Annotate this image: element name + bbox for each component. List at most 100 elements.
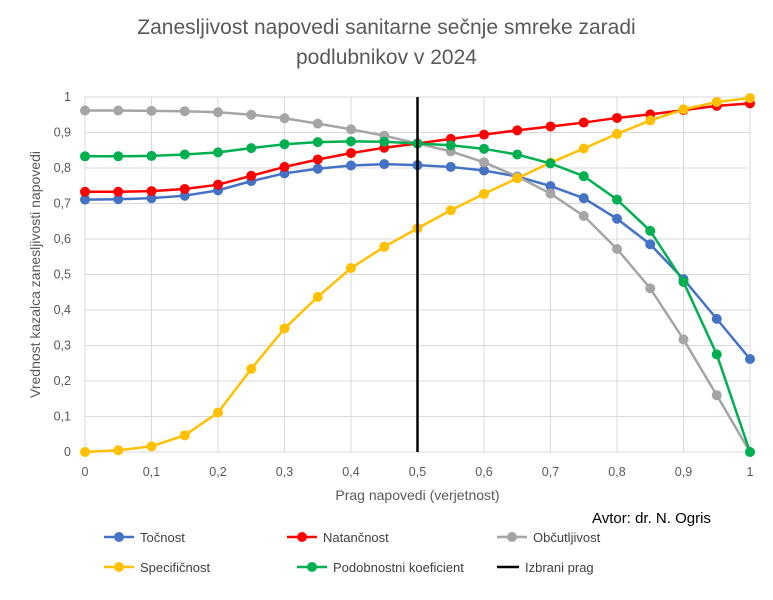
data-point: [578, 193, 589, 204]
data-point: [346, 124, 356, 135]
x-tick-label: 0,6: [475, 465, 492, 479]
data-point: [578, 171, 589, 182]
y-tick-label: 0,4: [54, 303, 71, 317]
data-point: [146, 150, 157, 161]
data-point: [479, 165, 489, 176]
data-point: [213, 107, 223, 118]
data-point: [146, 193, 157, 204]
data-point: [113, 186, 124, 197]
x-tick-label: 0,3: [276, 465, 293, 479]
legend-label: Specifičnost: [140, 559, 211, 575]
data-point: [346, 136, 356, 147]
data-point: [346, 148, 356, 159]
data-point: [645, 115, 656, 126]
legend-item: Natančnost: [287, 528, 389, 546]
data-point: [179, 106, 190, 117]
y-tick-label: 0,6: [54, 232, 71, 246]
data-point: [279, 161, 290, 172]
data-point: [113, 151, 124, 162]
data-point: [711, 349, 722, 360]
data-point: [146, 186, 157, 197]
author-note: Avtor: dr. N. Ogris: [592, 510, 711, 527]
x-tick-label: 0,1: [143, 465, 160, 479]
data-point: [578, 210, 589, 221]
data-point: [179, 149, 190, 160]
data-point: [512, 173, 523, 184]
data-point: [312, 163, 323, 174]
y-tick-label: 0,8: [54, 161, 71, 175]
y-tick-label: 0,9: [54, 126, 71, 140]
data-point: [213, 147, 223, 158]
data-point: [645, 239, 656, 250]
data-point: [80, 105, 90, 116]
data-point: [279, 113, 290, 124]
y-tick-label: 0,2: [54, 374, 71, 388]
legend-label: Podobnostni koeficient: [333, 559, 464, 575]
data-point: [213, 179, 223, 190]
legend-marker-icon: [497, 565, 519, 569]
data-point: [612, 194, 622, 205]
data-point: [312, 154, 323, 165]
data-point: [279, 323, 290, 334]
legend-item: Točnost: [104, 528, 185, 546]
data-point: [479, 157, 489, 168]
data-point: [113, 194, 124, 205]
data-point: [578, 143, 589, 154]
data-point: [479, 188, 489, 199]
data-point: [312, 118, 323, 129]
legend-item: Izbrani prag: [497, 558, 594, 576]
legend-marker-icon: [497, 532, 527, 542]
data-point: [246, 363, 257, 374]
data-point: [745, 447, 755, 457]
x-axis-title: Prag napovedi (verjetnost): [335, 487, 499, 503]
legend-marker-icon: [104, 562, 134, 572]
data-point: [346, 263, 356, 274]
data-point: [479, 129, 489, 140]
chart-title-line1: Zanesljivost napovedi sanitarne sečnje s…: [137, 16, 636, 39]
y-tick-label: 0,7: [54, 197, 71, 211]
data-point: [379, 136, 390, 147]
y-tick-label: 0,3: [54, 339, 71, 353]
x-tick-label: 0,8: [608, 465, 625, 479]
data-point: [445, 161, 456, 172]
x-tick-label: 0: [82, 465, 89, 479]
legend-label: Občutljivost: [533, 529, 601, 545]
data-point: [213, 407, 223, 418]
x-tick-label: 0,9: [675, 465, 692, 479]
legend-label: Izbrani prag: [525, 559, 594, 575]
data-point: [379, 241, 390, 252]
data-point: [678, 104, 689, 115]
data-point: [146, 441, 157, 452]
x-tick-label: 0,4: [342, 465, 359, 479]
data-point: [512, 149, 523, 160]
x-tick-label: 0,7: [542, 465, 559, 479]
legend-marker-icon: [287, 532, 317, 542]
data-point: [80, 447, 90, 457]
data-point: [312, 291, 323, 302]
data-point: [711, 390, 722, 401]
data-point: [80, 151, 90, 162]
data-point: [346, 160, 356, 171]
data-point: [445, 140, 456, 151]
data-point: [179, 430, 190, 441]
data-point: [312, 137, 323, 148]
y-axis-title: Vrednost kazalca zanesljivosti napovedi: [27, 151, 43, 398]
data-point: [745, 353, 755, 364]
data-point: [612, 128, 622, 139]
data-point: [645, 225, 656, 236]
data-point: [612, 112, 622, 123]
data-point: [113, 105, 124, 116]
data-point: [179, 183, 190, 194]
x-tick-label: 0,5: [409, 465, 426, 479]
data-point: [445, 205, 456, 216]
legend-item: Podobnostni koeficient: [297, 558, 464, 576]
data-point: [113, 445, 124, 456]
y-tick-label: 0,5: [54, 268, 71, 282]
data-point: [246, 109, 257, 120]
data-point: [545, 188, 556, 199]
chart-title-line2: podlubnikov v 2024: [296, 46, 477, 69]
data-point: [279, 139, 290, 150]
y-tick-label: 0: [64, 445, 71, 459]
data-point: [678, 334, 689, 345]
data-point: [80, 194, 90, 205]
